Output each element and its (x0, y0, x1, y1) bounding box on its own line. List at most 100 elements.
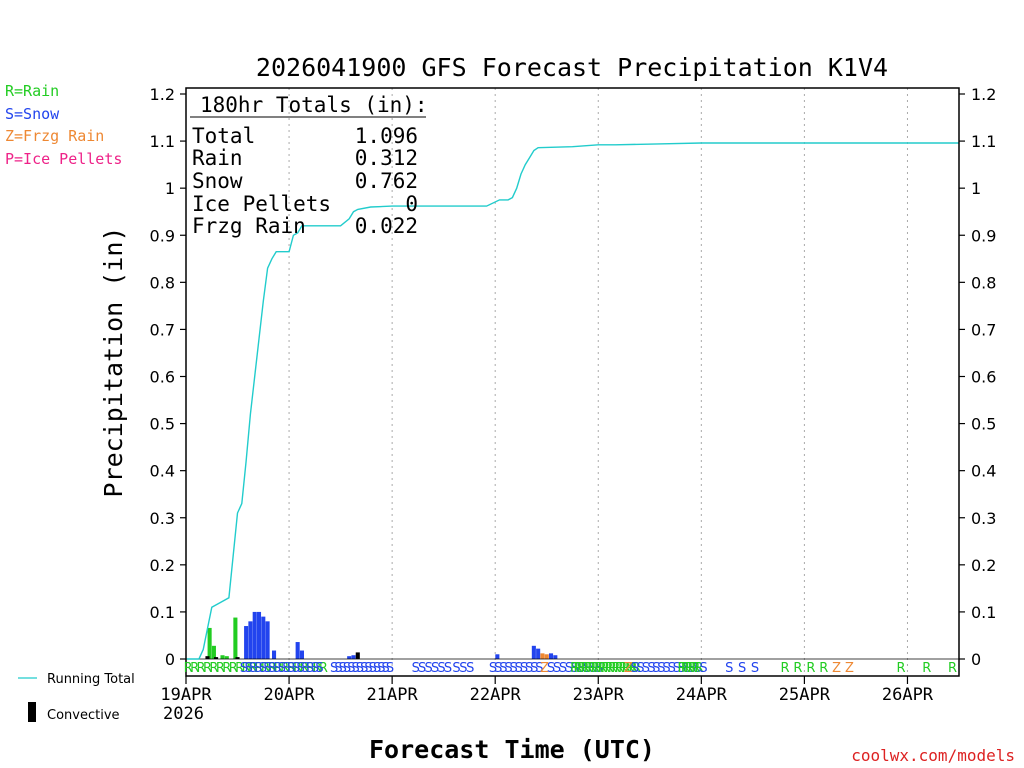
type-marker-s: S (657, 661, 665, 676)
x-tick-label: 26APR (882, 685, 934, 705)
type-marker-s: S (738, 661, 746, 676)
y-tick-label-left: 0.8 (150, 273, 175, 292)
type-marker-r: R (274, 661, 283, 676)
totals-label-rain: Rain (192, 146, 243, 170)
y-tick-label-right: 0.3 (971, 509, 996, 528)
type-marker-r: R (611, 661, 620, 676)
bar-snow (256, 611, 262, 659)
type-marker-s: S (725, 661, 733, 676)
type-marker-r: R (261, 661, 270, 676)
type-marker-r: R (587, 661, 596, 676)
type-marker-s: S (699, 661, 707, 676)
legend-convective-swatch (28, 702, 36, 722)
type-marker-s: S (489, 661, 497, 676)
type-marker-r: R (216, 661, 225, 676)
bar-snow (248, 621, 253, 659)
y-tick-label-left: 1.1 (150, 132, 175, 151)
type-marker-s: S (259, 661, 267, 676)
type-marker-s: S (751, 661, 759, 676)
type-marker-s: S (565, 661, 573, 676)
type-marker-s: S (515, 661, 523, 676)
bar-convective (205, 656, 210, 659)
y-tick-label-left: 0.4 (150, 462, 175, 481)
y-tick-label-left: 0.9 (150, 226, 175, 245)
type-marker-r: R (306, 661, 315, 676)
y-tick-label-right: 0.7 (971, 320, 996, 339)
type-marker-s: S (360, 661, 368, 676)
bar-snow (351, 655, 356, 659)
type-marker-r: R (570, 661, 579, 676)
type-marker-r: R (793, 661, 802, 676)
totals-value-rain: 0.312 (355, 146, 418, 170)
bar-rain (224, 656, 229, 659)
y-tick-label-left: 0 (165, 650, 175, 669)
y-tick-label-left: 0.3 (150, 509, 175, 528)
type-marker-r: R (209, 661, 218, 676)
y-tick-label-left: 0.5 (150, 415, 175, 434)
x-tick-label: 24APR (676, 685, 728, 705)
type-marker-s: S (642, 661, 650, 676)
type-marker-s: S (306, 661, 314, 676)
type-marker-s: S (347, 661, 355, 676)
type-marker-s: S (268, 661, 276, 676)
type-marker-s: S (452, 661, 460, 676)
type-marker-z: Z (540, 661, 549, 676)
type-marker-r: R (819, 661, 828, 676)
totals-label-frzg-rain: Frzg Rain (192, 214, 306, 238)
type-marker-r: R (574, 661, 583, 676)
type-marker-s: S (504, 661, 512, 676)
type-marker-s: S (292, 661, 300, 676)
type-marker-s: S (444, 661, 452, 676)
legend-frzg-rain: Z=Frzg Rain (5, 127, 104, 145)
y-tick-label-right: 1.2 (971, 85, 996, 104)
type-marker-s: S (530, 661, 538, 676)
type-marker-r: R (242, 661, 251, 676)
type-marker-r: R (622, 661, 631, 676)
line-legend: Running Total Convective (18, 672, 135, 723)
type-marker-s: S (351, 661, 359, 676)
bar-snow (299, 650, 304, 659)
bar-snow (295, 642, 300, 659)
chart-title: 2026041900 GFS Forecast Precipitation K1… (256, 53, 888, 82)
type-marker-s: S (571, 661, 579, 676)
bar-rain (220, 655, 225, 659)
y-tick-label-right: 0.4 (971, 462, 996, 481)
type-marker-r: R (681, 661, 690, 676)
y-tick-label-left: 0.7 (150, 320, 175, 339)
type-marker-r: R (922, 661, 931, 676)
legend-snow: S=Snow (5, 105, 60, 123)
type-marker-s: S (356, 661, 364, 676)
y-tick-label-right: 0.9 (971, 226, 996, 245)
type-marker-r: R (601, 661, 610, 676)
y-tick-label-right: 0.5 (971, 415, 996, 434)
type-marker-s: S (315, 661, 323, 676)
type-marker-r: R (594, 661, 603, 676)
grid-lines (288, 88, 908, 676)
type-marker-r: R (625, 661, 634, 676)
x-tick-label: 23APR (573, 685, 625, 705)
bar-rain (211, 645, 216, 659)
totals-box: 180hr Totals (in): Total 1.096 Rain 0.31… (190, 93, 428, 238)
type-marker-r: R (684, 661, 693, 676)
type-marker-s: S (373, 661, 381, 676)
type-marker-s: S (301, 661, 309, 676)
legend-running-total-label: Running Total (47, 672, 135, 687)
type-marker-s: S (559, 661, 567, 676)
site-credit: coolwx.com/models (851, 746, 1015, 765)
type-marker-r: R (584, 661, 593, 676)
type-marker-s: S (278, 661, 286, 676)
bar-convective (355, 652, 360, 659)
type-marker-r: R (618, 661, 627, 676)
y-tick-label-right: 0.2 (971, 556, 996, 575)
bar-convective (235, 657, 240, 659)
type-marker-s: S (425, 661, 433, 676)
type-marker-s: S (494, 661, 502, 676)
type-marker-r: R (293, 661, 302, 676)
type-marker-s: S (589, 661, 597, 676)
type-marker-s: S (437, 661, 445, 676)
type-marker-r: R (677, 661, 686, 676)
type-marker-s: S (652, 661, 660, 676)
type-marker-s: S (459, 661, 467, 676)
type-marker-s: S (510, 661, 518, 676)
